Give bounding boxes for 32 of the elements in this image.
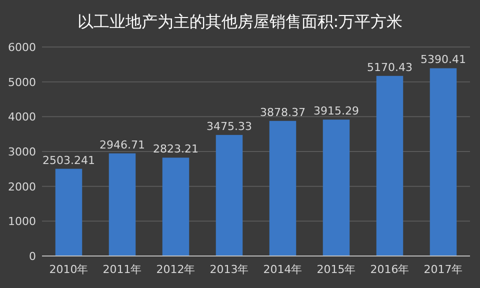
- data-label: 2823.21: [153, 142, 198, 156]
- y-tick-label: 1000: [8, 215, 36, 228]
- data-label: 2503.241: [42, 154, 95, 167]
- y-tick-label: 6000: [8, 41, 36, 54]
- bar: [216, 134, 243, 256]
- y-tick-label: 2000: [8, 180, 36, 194]
- x-tick-label: 2017年: [424, 263, 463, 276]
- bar: [322, 120, 350, 256]
- data-label: 5390.41: [420, 53, 466, 66]
- y-tick-label: 5000: [8, 76, 36, 89]
- data-label: 3915.29: [314, 104, 359, 118]
- data-label: 3878.37: [260, 106, 306, 119]
- bar: [55, 168, 82, 256]
- y-tick-label: 0: [29, 250, 36, 263]
- x-tick-label: 2010年: [49, 263, 88, 276]
- data-label: 3475.33: [206, 120, 252, 133]
- data-label: 5170.43: [367, 60, 412, 74]
- x-tick-label: 2016年: [370, 263, 410, 276]
- x-tick-label: 2012年: [156, 263, 196, 276]
- bar: [376, 76, 404, 256]
- x-tick-label: 2015年: [316, 263, 356, 276]
- bar: [430, 68, 457, 256]
- bar: [108, 153, 136, 256]
- chart-title: 以工业地产为主的其他房屋销售面积:万平方米: [77, 12, 403, 31]
- bar: [162, 158, 190, 256]
- x-tick-label: 2013年: [210, 263, 249, 276]
- bar: [269, 120, 296, 256]
- x-tick-label: 2011年: [102, 263, 142, 276]
- x-tick-label: 2014年: [263, 263, 302, 276]
- y-tick-label: 4000: [8, 110, 36, 124]
- data-label: 2946.71: [100, 138, 145, 152]
- y-tick-label: 3000: [8, 146, 36, 158]
